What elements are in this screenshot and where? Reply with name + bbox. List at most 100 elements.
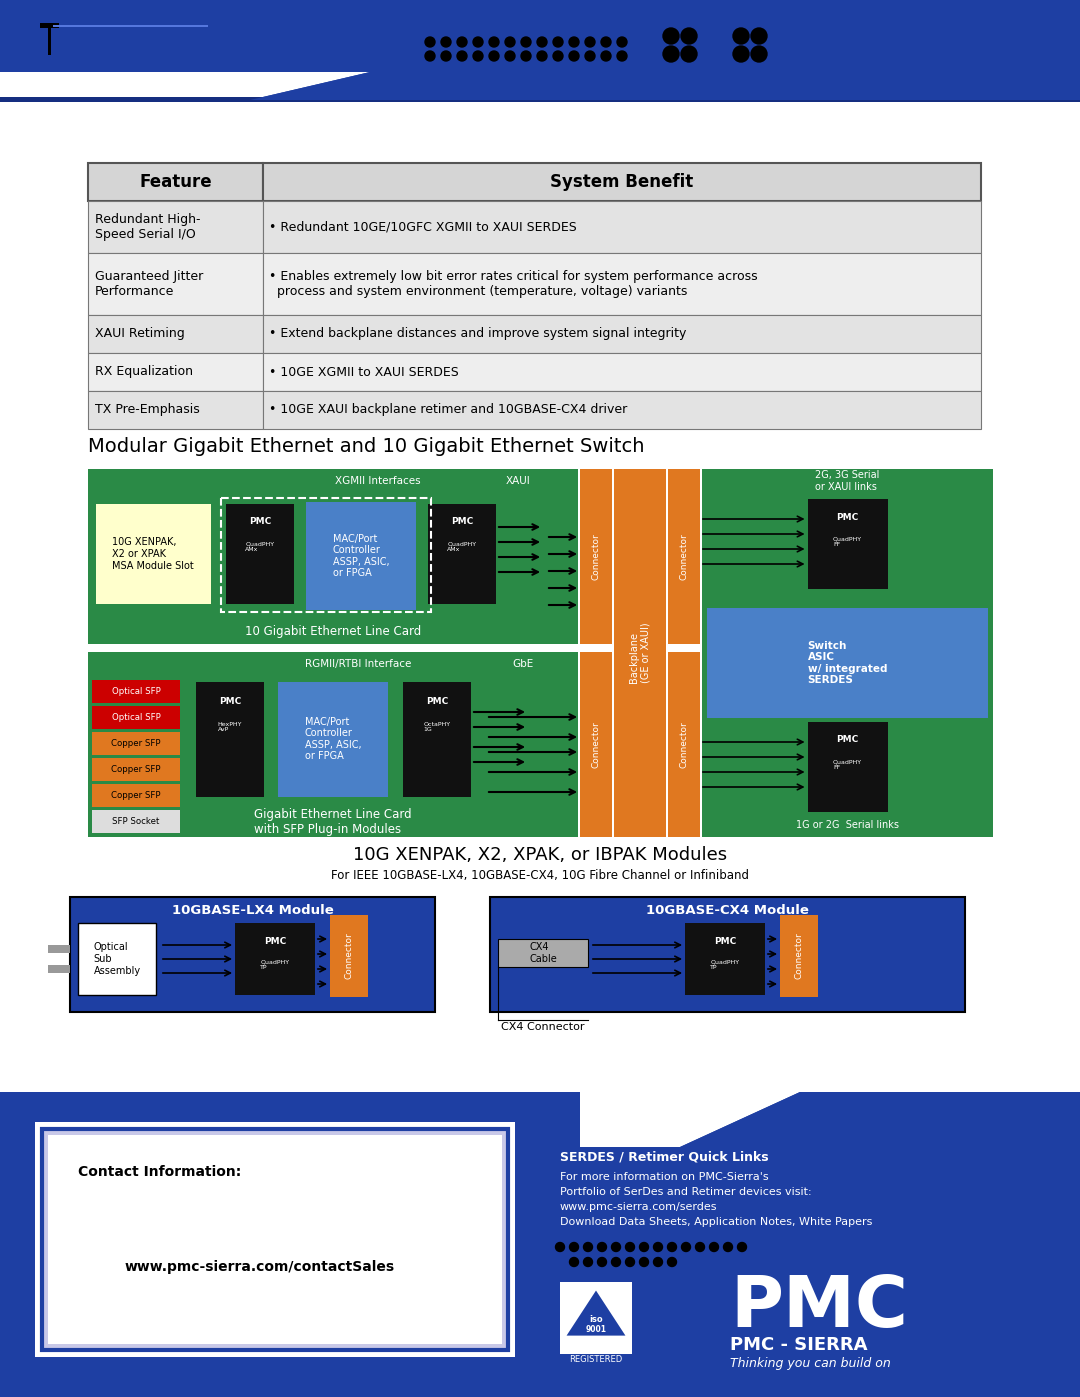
Text: PMC: PMC [730, 1273, 908, 1341]
Text: Connector: Connector [795, 933, 804, 979]
Text: REGISTERED: REGISTERED [569, 1355, 623, 1365]
FancyBboxPatch shape [707, 608, 988, 718]
FancyBboxPatch shape [428, 504, 496, 604]
Text: MAC/Port
Controller
ASSP, ASIC,
or FPGA: MAC/Port Controller ASSP, ASIC, or FPGA [305, 717, 362, 761]
Circle shape [663, 46, 679, 61]
FancyBboxPatch shape [808, 499, 888, 590]
FancyBboxPatch shape [87, 314, 264, 353]
Circle shape [597, 1257, 607, 1267]
Circle shape [667, 1242, 676, 1252]
Text: For more information on PMC-Sierra's: For more information on PMC-Sierra's [561, 1172, 769, 1182]
Circle shape [521, 36, 531, 47]
Text: • Enables extremely low bit error rates critical for system performance across
 : • Enables extremely low bit error rates … [269, 270, 758, 298]
Text: TX Pre-Emphasis: TX Pre-Emphasis [95, 404, 200, 416]
Circle shape [505, 36, 515, 47]
Circle shape [553, 52, 563, 61]
Text: Copper SFP: Copper SFP [111, 766, 161, 774]
Circle shape [505, 52, 515, 61]
Circle shape [663, 28, 679, 43]
FancyBboxPatch shape [580, 652, 612, 837]
FancyBboxPatch shape [498, 939, 588, 967]
Text: Thinking you can build on: Thinking you can build on [730, 1358, 891, 1370]
FancyBboxPatch shape [48, 1134, 502, 1344]
Circle shape [585, 36, 595, 47]
Circle shape [653, 1242, 662, 1252]
Text: Copper SFP: Copper SFP [111, 791, 161, 800]
Text: Connector: Connector [679, 721, 689, 768]
Text: System Benefit: System Benefit [551, 173, 693, 191]
FancyBboxPatch shape [306, 502, 416, 610]
Circle shape [553, 36, 563, 47]
FancyBboxPatch shape [87, 652, 578, 837]
Polygon shape [564, 1288, 627, 1337]
Circle shape [521, 52, 531, 61]
Polygon shape [680, 1092, 1080, 1147]
FancyBboxPatch shape [278, 682, 388, 798]
FancyBboxPatch shape [87, 391, 264, 429]
Text: 2G, 3G Serial
or XAUI links: 2G, 3G Serial or XAUI links [815, 471, 880, 492]
Text: Portfolio of SerDes and Retimer devices visit:: Portfolio of SerDes and Retimer devices … [561, 1187, 812, 1197]
Text: Feature: Feature [139, 173, 212, 191]
FancyBboxPatch shape [264, 253, 981, 314]
FancyBboxPatch shape [0, 102, 1080, 161]
Circle shape [441, 36, 451, 47]
FancyBboxPatch shape [70, 897, 435, 1011]
Text: Optical SFP: Optical SFP [111, 687, 160, 696]
FancyBboxPatch shape [0, 96, 1080, 102]
Circle shape [667, 1257, 676, 1267]
Text: Switch
ASIC
w/ integrated
SERDES: Switch ASIC w/ integrated SERDES [808, 641, 888, 686]
Text: GbE: GbE [512, 659, 534, 669]
Text: 10G XENPAK,
X2 or XPAK
MSA Module Slot: 10G XENPAK, X2 or XPAK MSA Module Slot [112, 538, 194, 570]
FancyBboxPatch shape [92, 680, 180, 703]
Text: Copper SFP: Copper SFP [111, 739, 161, 747]
Text: 10GBASE-LX4 Module: 10GBASE-LX4 Module [172, 904, 334, 916]
Text: Connector: Connector [592, 721, 600, 768]
Text: SERDES / Retimer Quick Links: SERDES / Retimer Quick Links [561, 1151, 769, 1164]
Circle shape [583, 1257, 593, 1267]
FancyBboxPatch shape [195, 682, 264, 798]
Text: CX4
Cable: CX4 Cable [529, 942, 557, 964]
FancyBboxPatch shape [53, 25, 208, 27]
FancyBboxPatch shape [561, 1282, 632, 1354]
Text: QuadPHY
AMx: QuadPHY AMx [447, 542, 476, 552]
Text: PMC: PMC [219, 697, 241, 707]
FancyBboxPatch shape [780, 915, 818, 997]
Circle shape [537, 52, 546, 61]
FancyBboxPatch shape [87, 353, 264, 391]
FancyBboxPatch shape [226, 504, 294, 604]
FancyBboxPatch shape [669, 652, 700, 837]
Circle shape [457, 36, 467, 47]
Text: For IEEE 10GBASE-LX4, 10GBASE-CX4, 10G Fibre Channel or Infiniband: For IEEE 10GBASE-LX4, 10GBASE-CX4, 10G F… [330, 869, 750, 882]
FancyBboxPatch shape [87, 201, 264, 253]
Text: 10 Gigabit Ethernet Line Card: 10 Gigabit Ethernet Line Card [245, 626, 421, 638]
Text: PMC - SIERRA: PMC - SIERRA [730, 1336, 867, 1354]
Text: 1G or 2G  Serial links: 1G or 2G Serial links [796, 820, 899, 830]
Circle shape [426, 52, 435, 61]
Text: Guaranteed Jitter
Performance: Guaranteed Jitter Performance [95, 270, 203, 298]
Circle shape [597, 1242, 607, 1252]
FancyBboxPatch shape [40, 22, 59, 28]
Text: 9001: 9001 [585, 1326, 607, 1334]
Circle shape [617, 52, 627, 61]
Bar [221, 497, 431, 612]
Text: RX Equalization: RX Equalization [95, 366, 193, 379]
FancyBboxPatch shape [235, 923, 315, 995]
Circle shape [617, 36, 627, 47]
Text: QuadPHY
TP: QuadPHY TP [711, 960, 740, 971]
Circle shape [457, 52, 467, 61]
Circle shape [639, 1257, 648, 1267]
Circle shape [600, 36, 611, 47]
FancyBboxPatch shape [0, 0, 1080, 101]
Circle shape [441, 52, 451, 61]
FancyBboxPatch shape [48, 22, 51, 54]
Circle shape [600, 52, 611, 61]
Circle shape [473, 36, 483, 47]
Circle shape [733, 46, 750, 61]
Circle shape [611, 1257, 621, 1267]
Text: PMC: PMC [248, 517, 271, 527]
Circle shape [569, 1257, 579, 1267]
Text: QuadPHY
AMx: QuadPHY AMx [245, 542, 274, 552]
Text: XAUI: XAUI [505, 476, 530, 486]
Circle shape [724, 1242, 732, 1252]
FancyBboxPatch shape [264, 314, 981, 353]
